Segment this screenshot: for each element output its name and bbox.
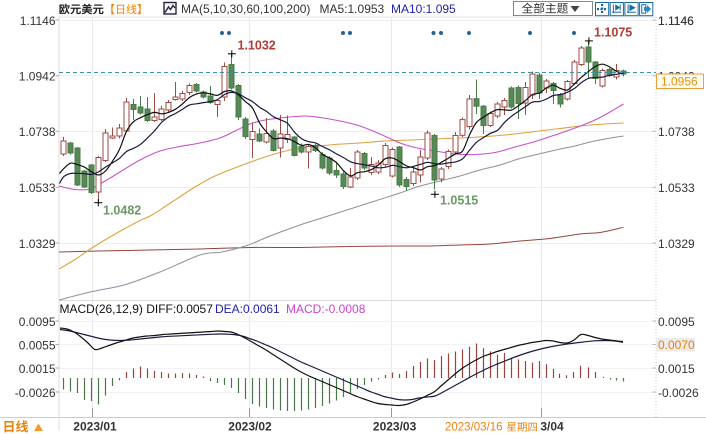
svg-text:1.1146: 1.1146 [658,14,694,28]
svg-text:2023/01: 2023/01 [73,420,117,434]
svg-text:1.1146: 1.1146 [20,14,56,28]
svg-text:1.1032: 1.1032 [238,39,276,53]
svg-text:MACD:-0.0008: MACD:-0.0008 [286,302,366,316]
svg-text:1.0329: 1.0329 [658,237,695,251]
svg-text:1.0956: 1.0956 [661,74,698,88]
svg-text:MACD(26,12,9) DIFF:0.0057: MACD(26,12,9) DIFF:0.0057 [60,302,214,316]
svg-text:-0.0026: -0.0026 [15,386,56,400]
svg-text:1.0329: 1.0329 [19,237,56,251]
svg-text:-0.0026: -0.0026 [658,386,699,400]
svg-text:1.0738: 1.0738 [19,125,56,139]
svg-text:1.0482: 1.0482 [103,204,141,218]
svg-text:MA10:1.095: MA10:1.095 [391,2,456,16]
svg-text:1.0533: 1.0533 [658,181,695,195]
svg-text:1.1146: 1.1146 [658,14,694,28]
svg-text:1.0533: 1.0533 [19,181,56,195]
svg-text:0.0095: 0.0095 [19,315,56,329]
svg-text:0.0015: 0.0015 [19,362,56,376]
svg-text:0.0015: 0.0015 [658,362,695,376]
svg-text:DEA:0.0061: DEA:0.0061 [215,302,280,316]
svg-text:0.0070: 0.0070 [658,338,695,352]
svg-text:MA5:1.0953: MA5:1.0953 [320,2,385,16]
svg-text:1.1075: 1.1075 [594,26,632,40]
svg-text:MA(5,10,30,60,100,200): MA(5,10,30,60,100,200) [181,2,310,16]
svg-text:2023/03/16: 2023/03/16 [445,422,503,434]
svg-text:0.0095: 0.0095 [658,315,695,329]
svg-text:1.0738: 1.0738 [658,125,695,139]
svg-text:0.0055: 0.0055 [19,338,56,352]
svg-text:1.0515: 1.0515 [440,194,478,208]
svg-text:2023/02: 2023/02 [228,420,272,434]
svg-text:1.0942: 1.0942 [19,70,56,84]
svg-text:2023/03: 2023/03 [373,420,417,434]
